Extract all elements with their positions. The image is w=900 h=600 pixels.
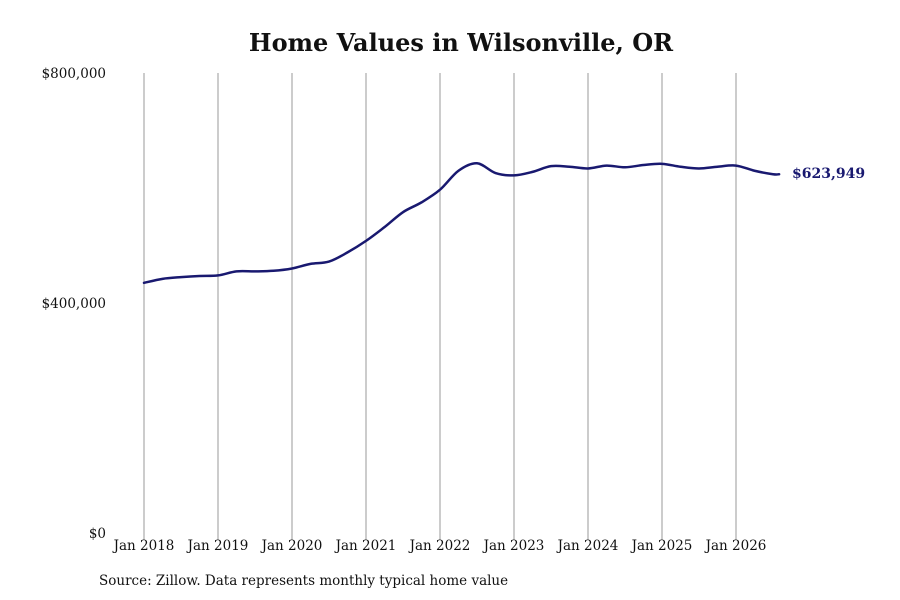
x-tick-label: Jan 2019 — [186, 538, 249, 554]
x-axis-tick-labels: Jan 2018 Jan 2019 Jan 2020 Jan 2021 Jan 2022… — [112, 538, 767, 554]
x-tick-label: Jan 2018 — [112, 538, 175, 554]
x-tick-label: Jan 2022 — [408, 538, 471, 554]
x-tick-label: Jan 2021 — [334, 538, 397, 554]
x-tick-label: Jan 2025 — [630, 538, 693, 554]
x-tick-label: Jan 2020 — [260, 538, 323, 554]
x-tick-label: Jan 2023 — [482, 538, 545, 554]
source-note: Source: Zillow. Data represents monthly … — [99, 573, 509, 589]
y-tick-label: $0 — [89, 526, 106, 542]
y-tick-label: $800,000 — [42, 66, 106, 82]
home-value-line — [142, 162, 781, 285]
series-layer — [142, 162, 781, 285]
vertical-gridlines — [143, 73, 737, 540]
x-tick-label: Jan 2024 — [556, 538, 619, 554]
chart-title: Home Values in Wilsonville, OR — [248, 28, 674, 57]
y-tick-label: $400,000 — [42, 296, 106, 312]
x-tick-label: Jan 2026 — [704, 538, 767, 554]
end-value-label: $623,949 — [792, 166, 865, 182]
y-axis-tick-labels: $0 $400,000 $800,000 — [42, 66, 106, 542]
end-value-label-layer: $623,949 — [792, 166, 865, 182]
